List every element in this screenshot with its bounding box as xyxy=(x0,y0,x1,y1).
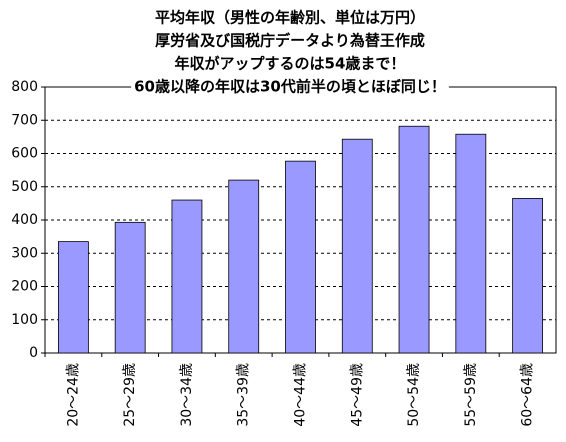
chart-title: 厚労省及び国税庁データより為替王作成 xyxy=(155,32,425,50)
bar xyxy=(228,179,260,354)
title-background xyxy=(152,31,428,50)
y-tick-label: 400 xyxy=(11,212,38,228)
y-tick-label: 500 xyxy=(11,179,38,195)
bar xyxy=(455,133,487,354)
bar xyxy=(512,197,544,354)
x-tick-label: 55～59歳 xyxy=(463,363,479,427)
bar xyxy=(285,160,316,354)
y-tick-label: 700 xyxy=(11,112,38,128)
chart-title: 年収がアップするのは54歳まで！ xyxy=(175,55,406,73)
y-tick-label: 800 xyxy=(11,79,38,95)
chart-title: 60歳以降の年収は30代前半の頃とほぼ同じ！ xyxy=(134,78,446,96)
bar xyxy=(114,221,146,354)
title-background xyxy=(131,77,449,96)
y-tick-label: 300 xyxy=(11,245,38,261)
y-tick-label: 200 xyxy=(11,279,38,295)
x-tick-label: 60～64歳 xyxy=(520,363,536,427)
x-tick-label: 30～34歳 xyxy=(179,363,195,427)
x-tick-label: 50～54歳 xyxy=(406,363,422,427)
bar xyxy=(341,138,373,354)
bar xyxy=(57,241,89,354)
chart-title: 平均年収（男性の年齢別、単位は万円） xyxy=(155,9,425,27)
title-background xyxy=(151,8,429,27)
x-tick-label: 45～49歳 xyxy=(349,363,365,427)
bar xyxy=(398,125,430,354)
x-tick-label: 40～44歳 xyxy=(293,363,309,427)
y-tick-label: 100 xyxy=(11,312,38,328)
x-tick-label: 35～39歳 xyxy=(236,363,252,427)
x-tick-label: 20～24歳 xyxy=(65,363,81,427)
y-tick-label: 0 xyxy=(29,345,38,361)
y-tick-label: 600 xyxy=(11,146,38,162)
title-background xyxy=(171,54,409,73)
bar xyxy=(171,199,203,354)
x-tick-label: 25～29歳 xyxy=(122,363,138,427)
